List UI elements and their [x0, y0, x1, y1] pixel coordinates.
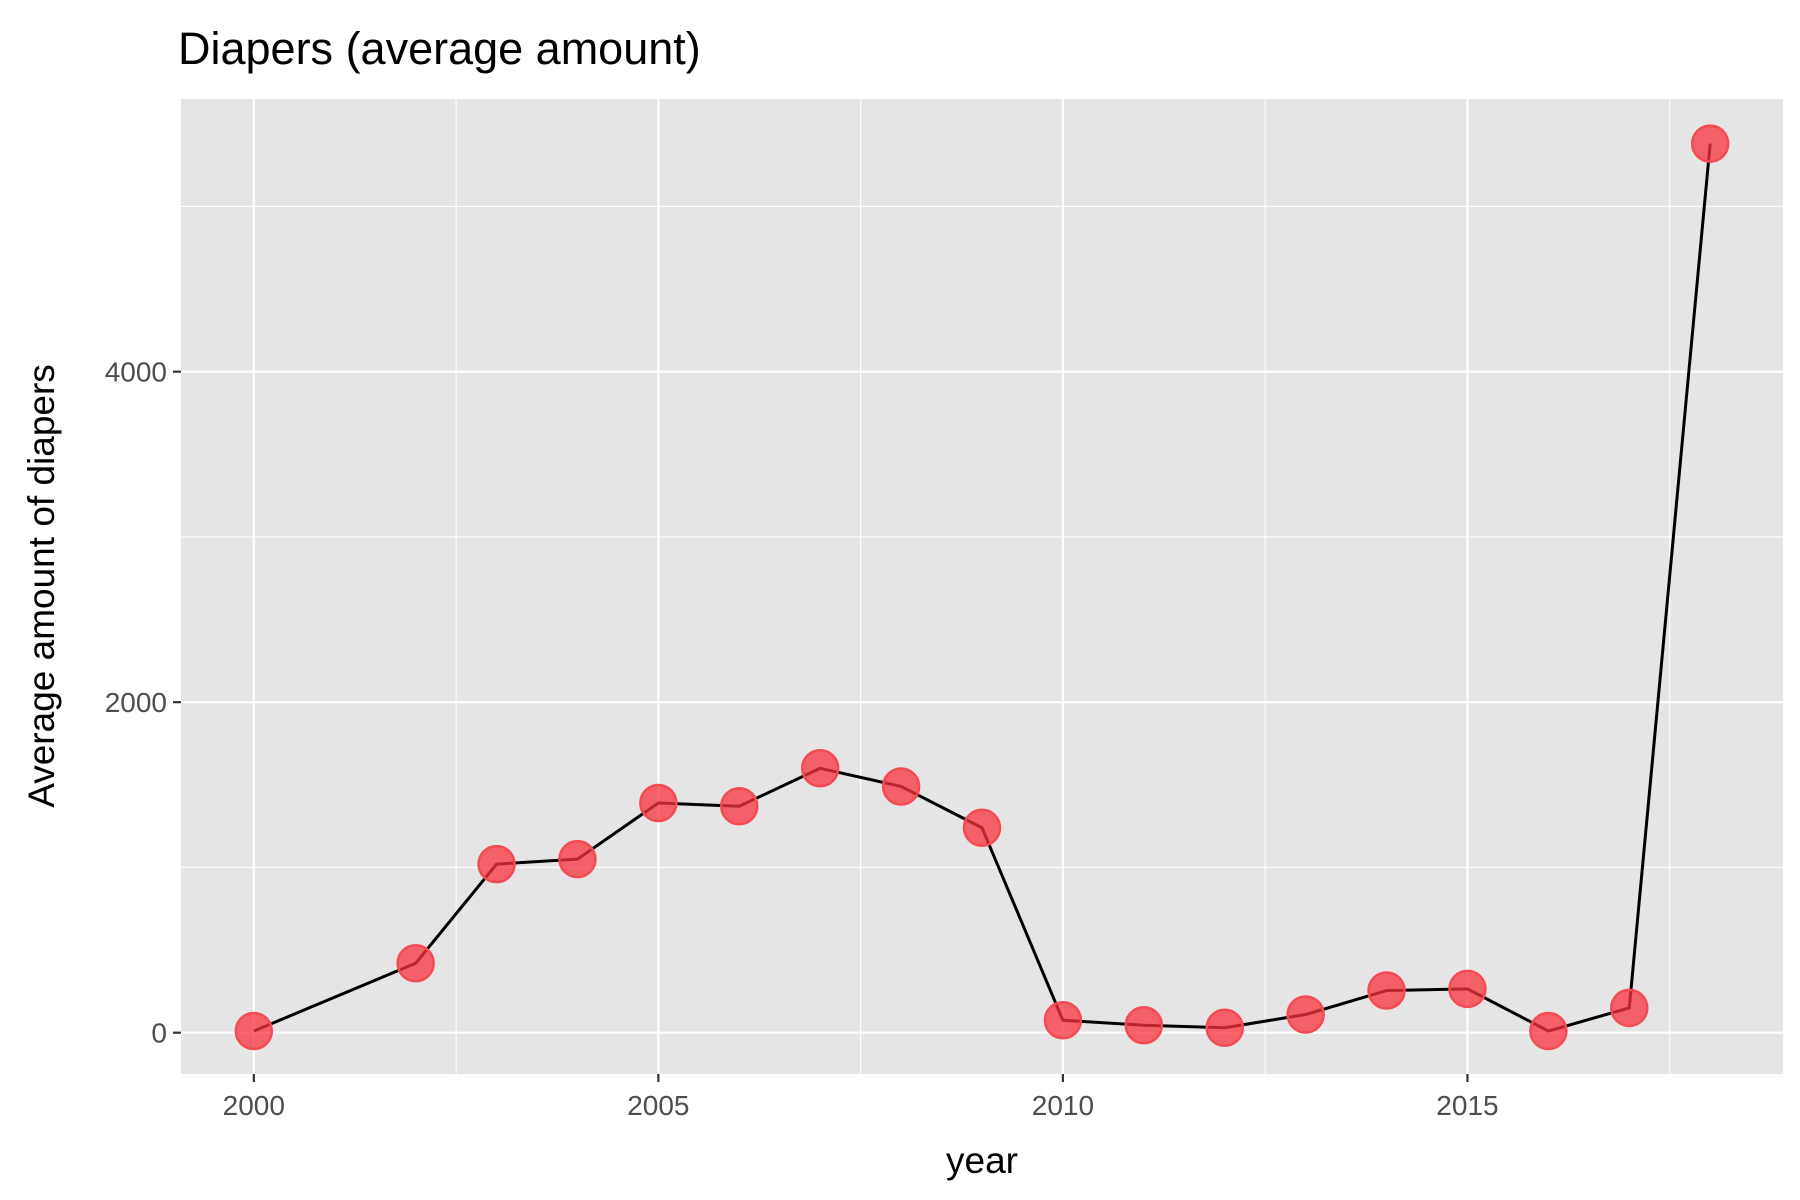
data-point: [1529, 1011, 1568, 1051]
x-tick-label: 2000: [223, 1090, 285, 1121]
y-axis-title: Average amount of diapers: [21, 364, 62, 808]
data-point: [234, 1011, 274, 1051]
data-point: [1610, 988, 1649, 1028]
plot-panel: [181, 99, 1783, 1074]
y-tick-label: 0: [151, 1018, 167, 1049]
data-point: [720, 787, 759, 826]
y-tick-label: 2000: [105, 687, 167, 718]
data-point: [639, 783, 678, 823]
axis-ticks: 2000 2005 2010 2015 0 2000 4000: [105, 357, 1499, 1121]
data-point: [962, 808, 1002, 848]
data-point: [558, 839, 597, 879]
chart-title: Diapers (average amount): [178, 23, 701, 74]
data-point: [1043, 1001, 1083, 1040]
series-diapers: [234, 124, 1730, 1051]
data-point: [396, 944, 435, 983]
data-point: [1286, 995, 1325, 1034]
data-point: [1205, 1008, 1244, 1047]
grid: [181, 99, 1783, 1074]
data-point: [1367, 971, 1406, 1010]
data-point: [1448, 969, 1487, 1009]
x-tick-label: 2015: [1436, 1090, 1498, 1121]
data-point: [1690, 124, 1730, 163]
x-tick-label: 2005: [627, 1090, 689, 1121]
x-axis-title: year: [946, 1140, 1018, 1181]
data-point: [1124, 1006, 1164, 1045]
x-tick-label: 2010: [1032, 1090, 1094, 1121]
y-tick-label: 4000: [105, 357, 167, 388]
data-point: [881, 767, 921, 806]
data-point: [477, 844, 516, 884]
data-point: [800, 749, 840, 788]
